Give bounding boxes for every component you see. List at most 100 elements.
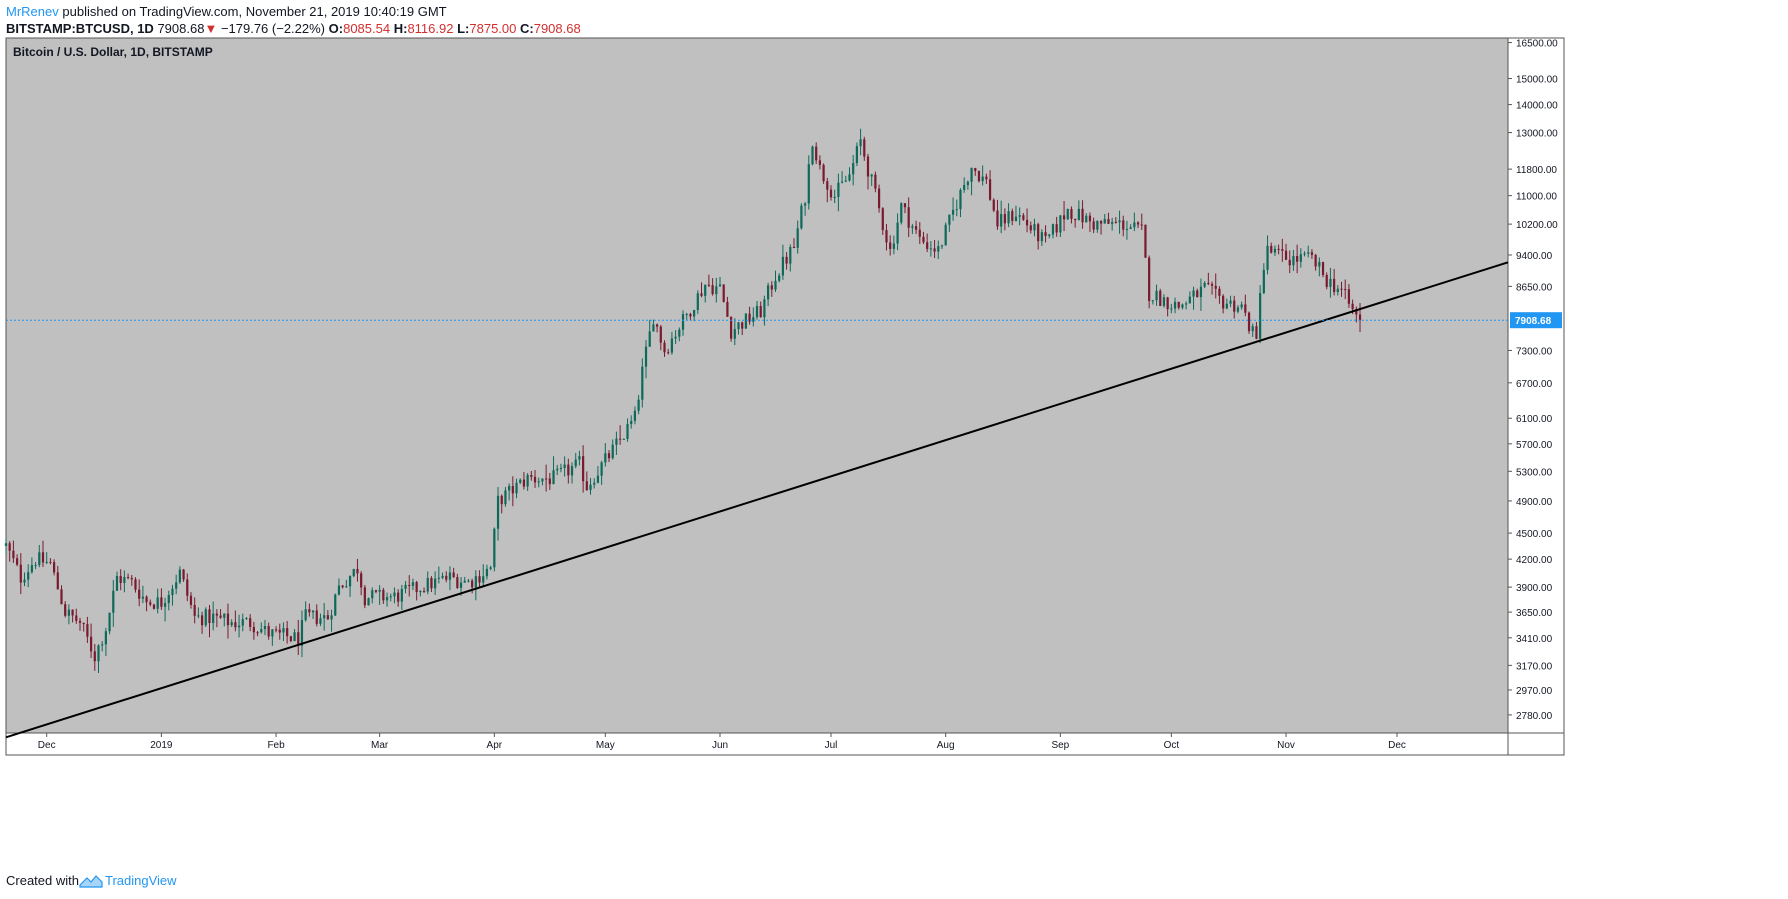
candle-body (1133, 222, 1136, 228)
published-text: published on TradingView.com, November 2… (62, 4, 447, 19)
candle-body (400, 588, 403, 602)
candle-body (1340, 288, 1343, 290)
candle-body (778, 275, 781, 281)
candle-body (1251, 326, 1254, 332)
candle-body (186, 579, 189, 596)
candle-body (1344, 289, 1347, 291)
candle-body (1040, 232, 1043, 242)
candle-body (315, 610, 318, 624)
candle-body (844, 180, 847, 182)
candle-body (1310, 252, 1314, 255)
candle-body (459, 582, 463, 588)
candle-body (19, 564, 22, 583)
candle-body (382, 589, 385, 601)
y-tick-label: 15000.00 (1516, 75, 1558, 86)
candle-body (940, 245, 944, 247)
candle-body (1296, 256, 1299, 262)
candle-body (589, 484, 592, 491)
candle-body (896, 222, 899, 244)
candle-body (689, 313, 692, 317)
candle-body (1166, 297, 1169, 310)
candle-body (863, 139, 866, 157)
candle-body (108, 612, 111, 632)
low-value: 7875.00 (469, 21, 517, 36)
candle-body (963, 185, 966, 190)
candle-body (378, 589, 381, 592)
candle-body (126, 577, 130, 579)
candle-body (663, 342, 666, 353)
candle-body (607, 453, 611, 459)
x-tick-label: May (596, 740, 615, 751)
trendline[interactable] (5, 261, 1509, 739)
tradingview-brand-link[interactable]: TradingView (104, 873, 177, 888)
candle-body (955, 209, 958, 211)
candle-body (1029, 225, 1032, 231)
candle-body (204, 609, 207, 626)
candle-body (918, 229, 921, 237)
candle-body (1333, 278, 1336, 293)
candle-body (463, 580, 466, 583)
candle-body (282, 628, 285, 633)
candle-body (692, 309, 696, 317)
candle-body (1210, 283, 1214, 286)
candle-body (167, 594, 170, 604)
candle-body (385, 597, 389, 601)
candle-body (611, 444, 614, 459)
candle-body (1144, 224, 1147, 258)
high-value: 8116.92 (407, 21, 454, 36)
last-price-label: 7908.68 (1515, 316, 1552, 327)
candle-body (900, 203, 903, 223)
candle-body (271, 629, 274, 637)
candle-body (1103, 219, 1106, 224)
plot-area[interactable] (6, 38, 1508, 733)
candle-body (215, 613, 218, 616)
candle-body (389, 596, 392, 598)
candle-body (926, 242, 929, 249)
candle-body (408, 584, 411, 586)
candle-body (304, 609, 307, 621)
candle-body (471, 580, 474, 588)
candle-body (1085, 215, 1088, 223)
candle-body (152, 604, 156, 609)
candle-body (241, 619, 244, 626)
candle-body (678, 329, 681, 337)
candle-body (182, 569, 185, 580)
x-tick-label: Jul (825, 740, 838, 751)
candle-body (726, 301, 729, 317)
y-tick-label: 3410.00 (1516, 634, 1553, 645)
candle-body (537, 481, 540, 483)
candle-body (441, 575, 444, 578)
candle-body (948, 214, 951, 225)
candle-body (855, 146, 858, 164)
candle-body (766, 285, 770, 300)
candle-body (582, 456, 585, 482)
candle-body (951, 209, 955, 215)
candle-body (1077, 208, 1080, 221)
candle-body (360, 573, 363, 588)
author-link[interactable]: MrRenev (6, 4, 59, 19)
candle-body (748, 313, 751, 322)
candle-body (419, 590, 422, 593)
x-tick-label: Apr (487, 740, 503, 751)
close-label: C: (520, 21, 534, 36)
candle-body (1059, 215, 1062, 233)
candle-body (937, 246, 940, 252)
candle-body (482, 576, 485, 583)
candle-body (1347, 289, 1351, 304)
candle-body (1066, 208, 1069, 220)
candle-body (171, 588, 174, 595)
candle-body (1336, 288, 1339, 293)
candle-body (489, 567, 492, 569)
candle-body (877, 188, 881, 209)
low-label: L: (457, 21, 470, 36)
candle-body (922, 236, 925, 243)
candle-body (1196, 290, 1199, 298)
candle-body (785, 256, 788, 264)
candle-body (249, 618, 252, 627)
price-chart[interactable]: Bitcoin / U.S. Dollar, 1D, BITSTAMP 16500… (0, 0, 1788, 870)
x-tick-label: Nov (1277, 740, 1295, 751)
y-tick-label: 4500.00 (1516, 529, 1553, 540)
candle-body (892, 243, 895, 249)
candle-body (71, 609, 74, 616)
candle-body (411, 582, 415, 586)
